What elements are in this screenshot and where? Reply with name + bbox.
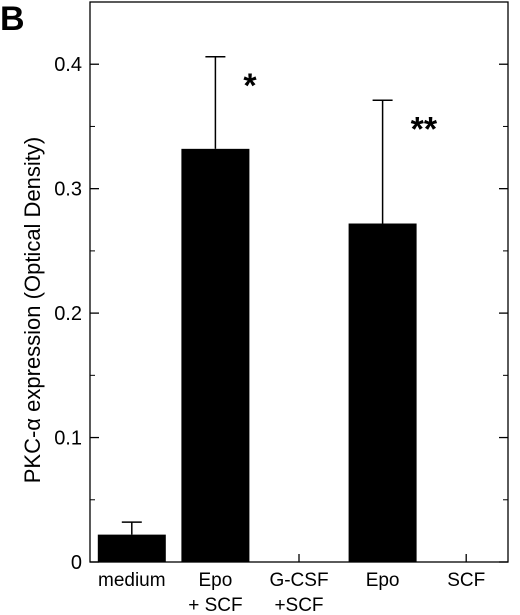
x-category-label: SCF [447,570,485,591]
y-tick-label: 0.4 [54,54,82,76]
x-category-label: G-CSF [269,570,328,591]
significance-marker: ** [411,110,438,148]
x-category-label: Epo [198,570,232,591]
y-tick-label: 0 [71,552,82,574]
x-category-label: + SCF [188,595,242,615]
x-category-label: +SCF [274,595,323,615]
y-tick-label: 0.3 [54,179,82,201]
panel-label: B [0,0,25,38]
bar [181,148,250,562]
plot-frame [89,1,509,563]
y-axis-label-group: PKC-α expression (Optical Density) [20,137,45,484]
y-tick-label: 0.1 [54,428,82,450]
x-category-label: medium [98,570,166,591]
bar [97,534,166,562]
bar [348,223,417,562]
y-axis-label: PKC-α expression (Optical Density) [20,137,45,484]
significance-marker: * [243,67,257,105]
x-category-label: Epo [366,570,400,591]
y-tick-label: 0.2 [54,303,82,325]
